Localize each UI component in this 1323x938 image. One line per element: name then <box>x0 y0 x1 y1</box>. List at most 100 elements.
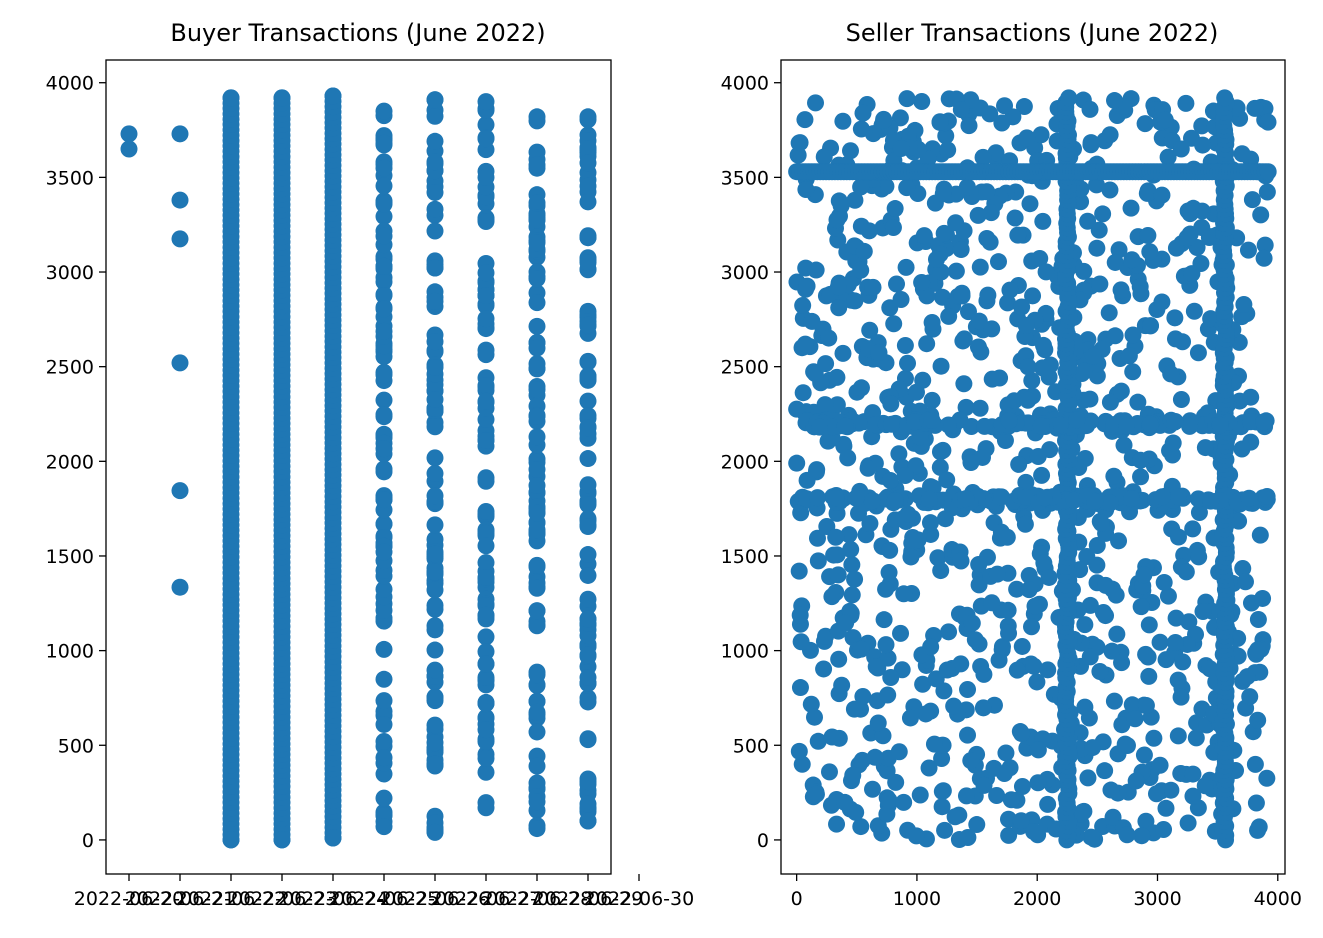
buyer-x-tick-label: 2022-06-26 <box>380 888 490 910</box>
buyer-y-tick-label: 2000 <box>46 451 94 473</box>
buyer-point <box>375 515 393 533</box>
buyer-point <box>477 130 495 148</box>
seller-point <box>892 291 910 309</box>
seller-point <box>1084 739 1102 757</box>
seller-point <box>1249 610 1267 628</box>
buyer-plot-frame <box>105 59 612 875</box>
seller-point <box>923 391 941 409</box>
seller-point <box>1132 598 1150 616</box>
seller-point <box>1001 281 1019 299</box>
buyer-point <box>426 581 444 599</box>
seller-point <box>1162 365 1180 383</box>
buyer-point <box>528 602 546 620</box>
seller-point <box>886 200 904 218</box>
seller-point <box>978 183 996 201</box>
buyer-point <box>579 450 597 468</box>
buyer-point <box>528 156 546 174</box>
seller-point <box>1013 298 1031 316</box>
seller-point <box>982 204 1000 222</box>
seller-point <box>790 562 808 580</box>
seller-point <box>1017 488 1035 506</box>
buyer-point <box>171 191 189 209</box>
seller-point <box>1115 436 1133 454</box>
buyer-point <box>426 465 444 483</box>
seller-point <box>1108 625 1126 643</box>
buyer-point <box>477 569 495 587</box>
buyer-point <box>579 646 597 664</box>
seller-point <box>1169 528 1187 546</box>
seller-point <box>1060 89 1078 107</box>
seller-point <box>1126 710 1144 728</box>
seller-point <box>934 185 952 203</box>
buyer-point <box>528 194 546 212</box>
seller-point <box>1157 651 1175 669</box>
seller-point <box>901 709 919 727</box>
buyer-point <box>426 449 444 467</box>
seller-point <box>1241 688 1259 706</box>
seller-point <box>1084 347 1102 365</box>
seller-point <box>1193 219 1211 237</box>
seller-point <box>1113 716 1131 734</box>
seller-point <box>1193 117 1211 135</box>
seller-point <box>1137 645 1155 663</box>
seller-point <box>1101 126 1119 144</box>
seller-point <box>940 307 958 325</box>
buyer-point <box>528 666 546 684</box>
seller-point <box>869 714 887 732</box>
seller-point <box>1101 393 1119 411</box>
seller-point <box>853 751 871 769</box>
buyer-point <box>528 270 546 288</box>
buyer-point <box>579 392 597 410</box>
buyer-x-axis: 2022-06-202022-06-212022-06-222022-06-23… <box>74 874 694 910</box>
seller-point <box>1023 372 1041 390</box>
seller-point <box>1137 697 1155 715</box>
seller-point <box>1000 624 1018 642</box>
seller-y-tick-label: 4000 <box>721 73 769 95</box>
seller-point <box>987 144 1005 162</box>
seller-point <box>1039 795 1057 813</box>
seller-point <box>1155 573 1173 591</box>
seller-point <box>929 549 947 567</box>
seller-point <box>979 286 997 304</box>
buyer-point <box>426 333 444 351</box>
buyer-point <box>426 641 444 659</box>
seller-point <box>1079 769 1097 787</box>
seller-point <box>1145 729 1163 747</box>
seller-point <box>828 368 846 386</box>
seller-point <box>1236 573 1254 591</box>
seller-point <box>1174 333 1192 351</box>
seller-point <box>925 735 943 753</box>
seller-point <box>1082 828 1100 846</box>
buyer-point <box>375 491 393 509</box>
seller-point <box>1009 226 1027 244</box>
seller-point <box>952 101 970 119</box>
buyer-point <box>426 516 444 534</box>
seller-point <box>890 743 908 761</box>
seller-point <box>1008 661 1026 679</box>
seller-point <box>1140 616 1158 634</box>
seller-point <box>1153 488 1171 506</box>
seller-point <box>1025 657 1043 675</box>
buyer-point <box>528 556 546 574</box>
seller-point <box>1132 285 1150 303</box>
seller-point <box>811 418 829 436</box>
seller-point <box>882 395 900 413</box>
seller-point <box>1140 667 1158 685</box>
seller-point <box>1178 229 1196 247</box>
seller-point <box>809 552 827 570</box>
seller-point <box>947 214 965 232</box>
seller-point <box>870 344 888 362</box>
seller-point <box>939 141 957 159</box>
seller-point <box>882 415 900 433</box>
buyer-point <box>477 655 495 673</box>
seller-point <box>815 148 833 166</box>
seller-point <box>869 817 887 835</box>
buyer-x-tick-label: 2022-06-29 <box>533 888 643 910</box>
seller-point <box>840 526 858 544</box>
seller-point <box>1112 382 1130 400</box>
seller-point <box>1020 581 1038 599</box>
seller-point <box>1166 412 1184 430</box>
seller-point <box>1094 205 1112 223</box>
seller-point <box>959 680 977 698</box>
seller-point <box>1008 580 1026 598</box>
